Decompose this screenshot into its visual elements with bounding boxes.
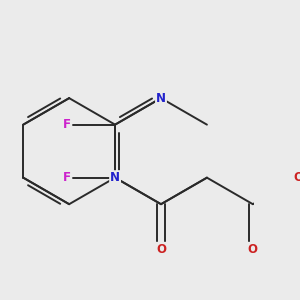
- Text: N: N: [110, 171, 120, 184]
- Text: F: F: [63, 171, 71, 184]
- Text: N: N: [156, 92, 166, 105]
- Text: F: F: [63, 118, 71, 131]
- Text: O: O: [156, 243, 166, 256]
- Text: O: O: [248, 243, 258, 256]
- Text: O: O: [294, 171, 300, 184]
